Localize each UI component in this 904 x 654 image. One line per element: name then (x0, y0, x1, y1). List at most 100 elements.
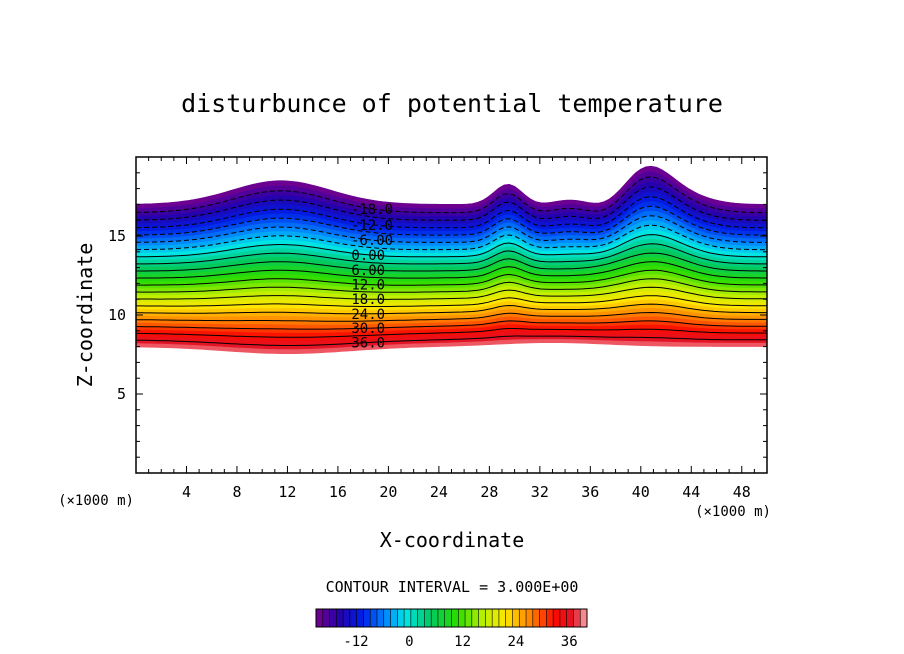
colorbar-swatch (526, 609, 534, 627)
contour-labels: -18.0-12.0-6.000.006.0012.018.024.030.03… (351, 202, 393, 352)
y-tick-label: 5 (117, 385, 126, 403)
contour-line (136, 286, 767, 300)
colorbar-swatch (417, 609, 425, 627)
x-tick-label: 24 (430, 483, 448, 501)
contour-line (136, 269, 767, 286)
contour-line (136, 278, 767, 293)
x-tick-label: 16 (329, 483, 347, 501)
contour-line (136, 215, 767, 243)
contour-line (136, 186, 767, 221)
colorbar-tick-label: 0 (405, 634, 413, 650)
contour-band (136, 339, 767, 354)
colorbar-swatch (505, 609, 513, 627)
colorbar-swatch (316, 609, 324, 627)
colorbar-swatch (431, 609, 439, 627)
contour-line (136, 295, 767, 307)
x-tick-label: 40 (632, 483, 650, 501)
colorbar-swatch (336, 609, 344, 627)
colorbar-tick-label: 36 (561, 634, 578, 650)
colorbar-swatch (444, 609, 452, 627)
y-tick-label: 10 (108, 306, 126, 324)
contour-label: 36.0 (351, 336, 385, 352)
contour-line (136, 311, 767, 322)
colorbar-swatch (519, 609, 527, 627)
colorbar-swatch (451, 609, 459, 627)
contour-lines (136, 176, 767, 346)
colorbar-tick-label: 24 (507, 634, 524, 650)
x-tick-label: 48 (733, 483, 751, 501)
colorbar-ticks: -12 0 12 24 36 (343, 634, 577, 650)
contour-label: -18.0 (351, 202, 393, 218)
x-tick-label: 4 (182, 483, 191, 501)
colorbar-frame (315, 608, 588, 628)
colorbar-swatch (343, 609, 351, 627)
colorbar-swatch (492, 609, 500, 627)
y-axis-label: Z-coordinate (73, 243, 97, 388)
colorbar-swatch (580, 609, 588, 627)
y-tick-label: 15 (108, 227, 126, 245)
contour-line (136, 252, 767, 272)
colorbar-swatch (410, 609, 419, 627)
colorbar-swatch (553, 609, 561, 627)
contour-line (136, 320, 767, 330)
colorbar-swatch (539, 609, 547, 627)
colorbar-swatch (390, 609, 398, 627)
colorbar-swatch (573, 609, 581, 627)
colorbar-tick-label: 12 (454, 634, 471, 650)
colorbar-swatch (471, 609, 479, 627)
colorbar-swatch (546, 609, 554, 627)
contour-line (136, 205, 767, 236)
colorbar-swatch (566, 609, 574, 627)
contour-label: 0.00 (351, 248, 385, 264)
colorbar-swatch (512, 609, 520, 627)
colorbar-swatch (424, 609, 432, 627)
colorbar-swatch (349, 609, 358, 627)
x-unit-left: (×1000 m) (58, 493, 134, 509)
contour-line (136, 176, 767, 214)
colorbar-swatch (559, 609, 568, 627)
colorbar-swatch (485, 609, 493, 627)
contour-line (136, 335, 767, 346)
colorbar-swatch (478, 609, 486, 627)
contour-label: -6.00 (351, 233, 393, 249)
contour-label: -12.0 (351, 218, 393, 234)
colorbar-swatch (397, 609, 405, 627)
colorbar-swatch (458, 609, 466, 627)
x-tick-label: 44 (682, 483, 700, 501)
colorbar-swatch (356, 609, 364, 627)
colorbar-swatch (383, 609, 391, 627)
contour-label: 12.0 (351, 278, 385, 294)
colorbar-swatch (376, 609, 385, 627)
colorbar-swatch (322, 609, 330, 627)
contour-label: 30.0 (351, 321, 385, 337)
contour-label: 18.0 (351, 292, 385, 308)
contour-line (136, 261, 767, 279)
x-tick-label: 12 (278, 483, 296, 501)
contour-line (136, 243, 767, 265)
contour-line (136, 303, 767, 315)
x-tick-label: 36 (581, 483, 599, 501)
contour-line (136, 196, 767, 229)
contour-label: 6.00 (351, 263, 385, 279)
colorbar-tick-label: -12 (343, 634, 368, 650)
colorbar-swatch (437, 609, 446, 627)
x-unit-right: (×1000 m) (695, 504, 771, 520)
contour-line (136, 224, 767, 251)
x-tick-label: 32 (531, 483, 549, 501)
x-tick-label: 28 (480, 483, 498, 501)
colorbar-swatch (370, 609, 378, 627)
chart-title: disturbunce of potential temperature (181, 89, 723, 118)
contour-interval-text: CONTOUR INTERVAL = 3.000E+00 (326, 578, 579, 596)
contour-line (136, 234, 767, 258)
colorbar-swatch (363, 609, 371, 627)
colorbar-swatch (329, 609, 337, 627)
contour-line (136, 328, 767, 338)
colorbar-swatch (465, 609, 473, 627)
x-tick-label: 8 (232, 483, 241, 501)
colorbar-swatch (532, 609, 540, 627)
x-tick-label: 20 (379, 483, 397, 501)
colorbar (315, 609, 588, 627)
contour-label: 24.0 (351, 307, 385, 323)
